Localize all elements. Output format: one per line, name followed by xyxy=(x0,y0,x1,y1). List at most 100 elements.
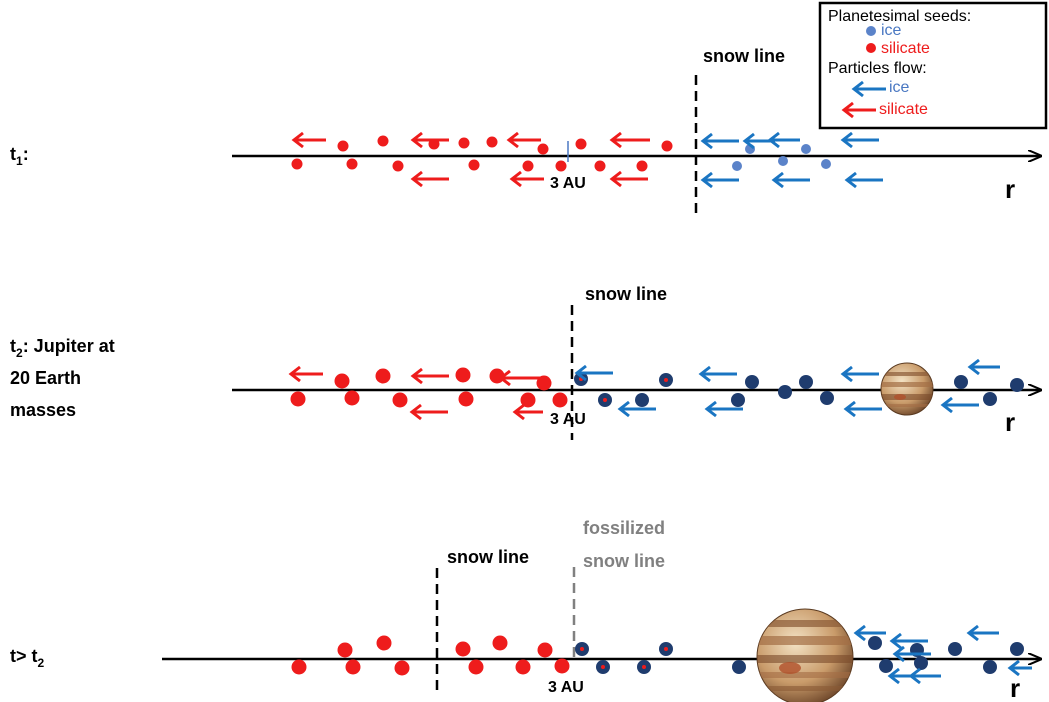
silicate-seed xyxy=(537,143,549,155)
silicate-seed xyxy=(520,392,536,408)
left-arrow-icon xyxy=(742,132,775,150)
ice-seed xyxy=(821,159,831,169)
left-arrow-icon xyxy=(853,624,886,642)
left-arrow-icon xyxy=(700,171,739,189)
left-arrow-icon xyxy=(609,170,648,188)
silicate-seed xyxy=(394,660,410,676)
time-label-t1: t1: xyxy=(10,144,29,168)
particles-t2 xyxy=(288,358,1024,421)
legend-flow-silicate: silicate xyxy=(879,101,928,118)
left-arrow-icon xyxy=(843,400,882,418)
ice-seed xyxy=(1010,378,1024,392)
legend-silicate-seed-icon xyxy=(866,43,876,53)
silicate-seed xyxy=(290,391,306,407)
ice-seed xyxy=(732,660,746,674)
silicate-seed xyxy=(555,160,567,172)
left-arrow-icon xyxy=(840,365,879,383)
silicate-seed xyxy=(458,137,470,149)
silicate-seed xyxy=(468,659,484,675)
left-arrow-icon xyxy=(574,364,613,382)
time-label-t3: t> t2 xyxy=(10,646,45,670)
silicate-seed xyxy=(537,642,553,658)
silicate-core xyxy=(601,665,605,669)
jupiter-icon xyxy=(756,608,854,702)
silicate-seed xyxy=(392,160,404,172)
distance-label-t3: 3 AU xyxy=(548,679,584,696)
ice-seed xyxy=(1010,642,1024,656)
silicate-seed xyxy=(492,635,508,651)
left-arrow-icon xyxy=(966,624,999,642)
legend-flow-ice: ice xyxy=(889,79,910,96)
left-arrow-icon xyxy=(498,369,541,387)
ice-seed xyxy=(635,393,649,407)
silicate-seed xyxy=(458,391,474,407)
silicate-seed xyxy=(392,392,408,408)
legend-flow-title: Particles flow: xyxy=(828,60,927,77)
snow-line-label-t2: snow line xyxy=(585,284,667,304)
silicate-seed xyxy=(486,136,498,148)
silicate-seed xyxy=(334,373,350,389)
left-arrow-icon xyxy=(512,403,543,421)
left-arrow-icon xyxy=(506,131,541,149)
left-arrow-icon xyxy=(704,400,743,418)
fossil-label-line2: snow line xyxy=(583,551,665,571)
panel-t3: t> t2 r snow line fossilized snow line 3… xyxy=(10,518,1040,702)
ice-seed xyxy=(948,642,962,656)
silicate-seed xyxy=(552,392,568,408)
left-arrow-icon xyxy=(892,645,931,663)
silicate-seed xyxy=(489,368,505,384)
ice-seed xyxy=(778,385,792,399)
left-arrow-icon xyxy=(700,132,739,150)
ice-seed xyxy=(820,391,834,405)
ice-seed xyxy=(732,161,742,171)
silicate-seed xyxy=(636,160,648,172)
left-arrow-icon xyxy=(889,632,928,650)
left-arrow-icon xyxy=(410,170,449,188)
silicate-seed xyxy=(377,135,389,147)
left-arrow-icon xyxy=(887,667,920,685)
ice-seed xyxy=(799,375,813,389)
panel-t2: t2: Jupiter at 20 Earth masses r snow li… xyxy=(10,284,1040,440)
time-label-t2-line3: masses xyxy=(10,400,76,420)
jupiter-icon xyxy=(880,362,934,416)
left-arrow-icon xyxy=(509,170,544,188)
left-arrow-icon xyxy=(617,400,656,418)
silicate-seed xyxy=(375,368,391,384)
silicate-core xyxy=(664,378,668,382)
silicate-seed xyxy=(345,659,361,675)
legend-seed-ice: ice xyxy=(881,22,902,39)
left-arrow-icon xyxy=(844,171,883,189)
ice-seed xyxy=(983,660,997,674)
ice-seed xyxy=(745,375,759,389)
silicate-seed xyxy=(522,160,534,172)
silicate-seed xyxy=(468,159,480,171)
silicate-seed xyxy=(376,635,392,651)
time-label-t2-line2: 20 Earth xyxy=(10,368,81,388)
legend: Planetesimal seeds: ice silicate Particl… xyxy=(818,1,1048,130)
left-arrow-icon xyxy=(1007,659,1032,677)
ice-seed xyxy=(801,144,811,154)
silicate-core xyxy=(580,647,584,651)
ice-seed xyxy=(731,393,745,407)
left-arrow-icon xyxy=(288,365,323,383)
axis-label-r-t1: r xyxy=(1005,174,1015,204)
silicate-seed xyxy=(346,158,358,170)
distance-label-t1: 3 AU xyxy=(550,175,586,192)
left-arrow-icon xyxy=(967,358,1000,376)
axis-label-r-t3: r xyxy=(1010,673,1020,702)
silicate-seed xyxy=(337,140,349,152)
left-arrow-icon xyxy=(840,131,879,149)
legend-seeds-title: Planetesimal seeds: xyxy=(828,8,971,25)
ice-seed xyxy=(778,156,788,166)
snow-line-label-t3: snow line xyxy=(447,547,529,567)
silicate-core xyxy=(642,665,646,669)
silicate-seed xyxy=(337,642,353,658)
fossil-label-line1: fossilized xyxy=(583,518,665,538)
left-arrow-icon xyxy=(940,396,979,414)
axis-label-r-t2: r xyxy=(1005,407,1015,437)
particles-t3 xyxy=(291,624,1032,685)
distance-label-t2: 3 AU xyxy=(550,411,586,428)
silicate-seed xyxy=(515,659,531,675)
left-arrow-icon xyxy=(609,131,650,149)
